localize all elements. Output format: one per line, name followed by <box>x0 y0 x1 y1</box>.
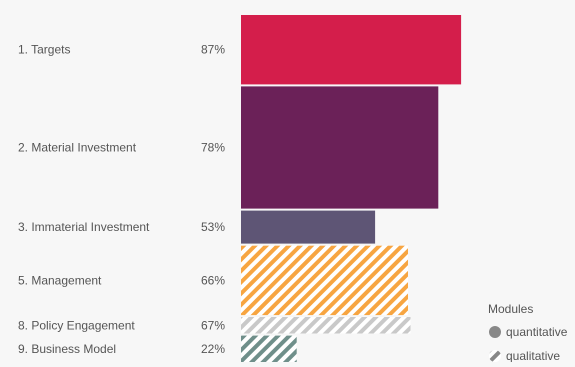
value-label-5: 67% <box>201 318 225 332</box>
legend-quantitative-label: quantitative <box>506 325 568 339</box>
value-label-2: 78% <box>201 141 225 155</box>
category-label-1: 1. Targets <box>18 43 70 57</box>
value-label-4: 66% <box>201 273 225 287</box>
bar-1 <box>241 15 462 85</box>
legend: Modules quantitative qualitative <box>488 302 568 363</box>
category-label-4: 5. Management <box>18 273 102 287</box>
bars-layer <box>241 15 462 362</box>
value-label-6: 22% <box>201 342 225 356</box>
bar-5 <box>241 317 411 334</box>
category-label-2: 2. Material Investment <box>18 141 137 155</box>
category-label-5: 8. Policy Engagement <box>18 318 135 332</box>
value-label-3: 53% <box>201 220 225 234</box>
legend-title: Modules <box>488 302 533 316</box>
bar-6 <box>241 335 297 362</box>
category-label-6: 9. Business Model <box>18 342 116 356</box>
bar-4 <box>241 245 408 316</box>
bar-3 <box>241 210 376 244</box>
legend-qualitative-label: qualitative <box>506 349 560 362</box>
category-label-3: 3. Immaterial Investment <box>18 220 150 234</box>
legend-quantitative-swatch <box>489 326 501 338</box>
legend-qualitative-swatch <box>489 350 501 362</box>
value-label-1: 87% <box>201 43 225 57</box>
labels-layer: 1. Targets 87% 2. Material Investment 78% 3.… <box>18 43 225 356</box>
bar-2 <box>241 86 439 209</box>
